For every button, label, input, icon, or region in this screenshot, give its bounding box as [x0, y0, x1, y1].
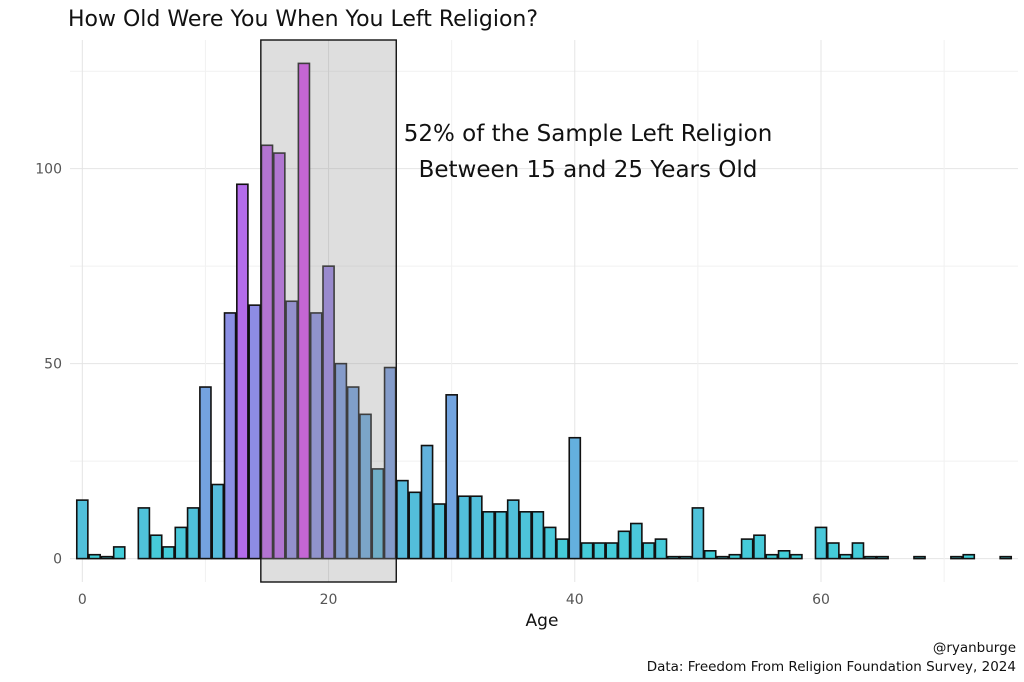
bar-age-48 [666, 555, 680, 560]
x-tick-label: 60 [812, 592, 830, 608]
bar-age-75 [999, 555, 1013, 560]
bar-age-52 [716, 555, 729, 560]
highlight-box [260, 39, 397, 583]
bar-age-40 [568, 436, 582, 560]
bar-age-20 [322, 265, 335, 560]
bar-age-26 [396, 479, 409, 560]
bar-age-29 [433, 503, 446, 560]
bar-age-13 [236, 183, 249, 560]
bar-age-1 [88, 553, 101, 560]
bar-age-38 [543, 526, 557, 560]
bar-age-62 [839, 553, 852, 560]
bar-age-44 [617, 530, 631, 560]
bar-age-7 [162, 546, 175, 560]
y-tick-label: 0 [53, 552, 62, 568]
bar-age-65 [876, 555, 889, 560]
bar-age-49 [679, 555, 692, 560]
bar-age-2 [100, 555, 114, 560]
bar-age-47 [654, 538, 668, 560]
bar-age-58 [790, 553, 803, 560]
bar-age-8 [174, 526, 188, 560]
bar-age-64 [863, 555, 877, 560]
bar-age-55 [753, 534, 766, 560]
bar-age-6 [149, 534, 163, 560]
caption-source: Data: Freedom From Religion Foundation S… [647, 659, 1016, 675]
bar-age-14 [248, 304, 262, 560]
grid-lines [70, 40, 1018, 582]
bar-age-31 [457, 495, 471, 560]
bar-age-30 [445, 394, 459, 560]
y-tick-label: 100 [35, 162, 62, 178]
bar-age-11 [211, 483, 225, 560]
bar-age-46 [642, 542, 655, 560]
bar-age-18 [297, 62, 311, 560]
annotation-line-1: 52% of the Sample Left Religion [404, 121, 773, 147]
highlight-region [260, 39, 397, 583]
bar-age-51 [703, 550, 717, 560]
bar-age-71 [950, 555, 963, 560]
bar-age-36 [519, 511, 532, 560]
bar-age-33 [482, 511, 495, 560]
bar-age-16 [272, 152, 286, 560]
annotation-line-2: Between 15 and 25 Years Old [419, 157, 758, 183]
bar-age-5 [137, 507, 151, 560]
bar-age-60 [814, 526, 828, 560]
bar-age-22 [346, 386, 360, 560]
tick-labels: 0 20 40 60 0 50 100 [35, 162, 830, 608]
y-tick-label: 50 [44, 357, 62, 373]
bar-age-32 [469, 495, 483, 560]
bar-age-56 [765, 553, 779, 560]
bar-age-68 [913, 555, 926, 560]
bar-age-42 [593, 542, 606, 560]
bar-age-37 [531, 511, 545, 560]
bar-age-63 [851, 542, 865, 560]
bar-age-43 [605, 542, 619, 560]
bar-age-28 [420, 444, 434, 560]
bar-age-17 [285, 300, 298, 560]
bar-age-3 [112, 546, 126, 560]
bar-age-0 [75, 499, 89, 560]
bar-age-72 [962, 553, 976, 560]
bar-age-45 [629, 522, 643, 560]
x-tick-label: 0 [78, 592, 87, 608]
x-tick-label: 20 [320, 592, 338, 608]
bar-age-12 [223, 312, 237, 560]
x-axis-label: Age [526, 611, 559, 631]
bar-age-24 [371, 468, 385, 560]
bar-age-35 [506, 499, 520, 560]
bar-age-10 [199, 386, 212, 560]
bar-age-50 [691, 507, 705, 560]
bar-age-39 [556, 538, 569, 560]
bar-age-23 [359, 413, 372, 560]
bar-age-19 [309, 312, 323, 560]
x-tick-label: 40 [566, 592, 584, 608]
chart-title: How Old Were You When You Left Religion? [68, 7, 538, 32]
bar-age-21 [334, 362, 348, 560]
caption-handle: @ryanburge [933, 640, 1016, 656]
bar-age-34 [494, 511, 508, 560]
bar-age-41 [580, 542, 594, 560]
bar-age-53 [728, 553, 742, 560]
bar-age-27 [408, 491, 422, 560]
bar-age-9 [186, 507, 200, 560]
bar-age-61 [826, 542, 840, 560]
bar-age-57 [777, 550, 791, 560]
bar-age-54 [740, 538, 754, 560]
